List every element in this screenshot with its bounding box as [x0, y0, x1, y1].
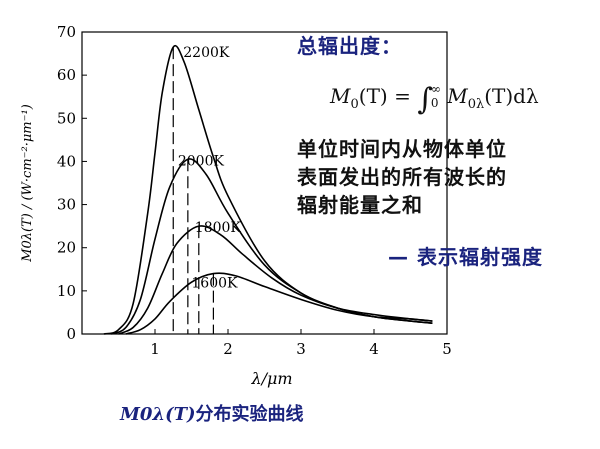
- formula-integrand-sub: 0λ: [467, 97, 485, 112]
- formula-integrand-arg: (T): [484, 84, 514, 108]
- integral-sign-icon: ∫: [417, 82, 433, 117]
- y-tick-label: 0: [66, 325, 76, 343]
- curve-1800K: [118, 225, 433, 335]
- chart-axes: 0 10 20 30 40 50 60 70 1 2 3 4 5 λ/μm M0λ(T) / (W·cm⁻²…: [20, 23, 452, 388]
- y-tick-label: 70: [57, 23, 76, 41]
- plot-frame: [81, 31, 448, 335]
- x-tick-label: 5: [442, 340, 452, 358]
- x-tick-label: 2: [223, 340, 233, 358]
- curve-1600K: [125, 272, 433, 335]
- y-tick-label: 50: [57, 109, 76, 127]
- formula-lower-limit: 0: [430, 96, 439, 110]
- x-tick-label: 3: [296, 340, 306, 358]
- radiation-intensity-note: — 表示辐射强度: [388, 245, 543, 269]
- y-tick-label: 60: [57, 66, 76, 84]
- formula-lhs-arg: (T): [358, 84, 388, 108]
- formula-upper-limit: ∞: [430, 82, 441, 96]
- description-line: 表面发出的所有波长的: [297, 165, 507, 189]
- chart-curves: [103, 45, 433, 335]
- formula-lhs-symbol: M: [330, 84, 351, 108]
- x-axis-label: λ/μm: [250, 369, 292, 388]
- peak-markers: [172, 47, 214, 334]
- curve-label: 2000K: [178, 153, 225, 169]
- formula-differential: dλ: [513, 84, 539, 108]
- description-line: 辐射能量之和: [297, 193, 423, 217]
- curve-labels: 2200K 2000K 1800K 1600K: [178, 45, 242, 292]
- x-tick-label: 1: [150, 340, 160, 358]
- curve-label: 1600K: [191, 276, 238, 292]
- description-text: 单位时间内从物体单位 表面发出的所有波长的 辐射能量之和: [297, 135, 597, 219]
- description-line: 单位时间内从物体单位: [297, 137, 507, 161]
- total-emittance-title: 总辐出度：: [297, 34, 402, 58]
- curve-label: 1800K: [195, 220, 242, 236]
- curve-label: 2200K: [183, 45, 230, 61]
- y-tick-label: 10: [57, 282, 76, 300]
- formula-equals: =: [394, 84, 411, 108]
- formula-lhs-sub: 0: [350, 97, 359, 112]
- formula-integrand-symbol: M: [447, 84, 468, 108]
- emittance-formula: M0(T) = ∫ ∞ 0 M0λ(T)dλ: [330, 82, 539, 117]
- x-tick-label: 4: [369, 340, 379, 358]
- y-tick-label: 20: [57, 239, 76, 257]
- chart-caption: M0λ(T)分布实验曲线: [120, 400, 304, 426]
- y-axis-label: M0λ(T) / (W·cm⁻²·μm⁻¹): [20, 104, 35, 263]
- y-tick-label: 40: [57, 152, 76, 170]
- caption-symbol: M0λ(T): [120, 404, 196, 425]
- y-tick-label: 30: [57, 196, 76, 214]
- caption-text: 分布实验曲线: [195, 404, 304, 425]
